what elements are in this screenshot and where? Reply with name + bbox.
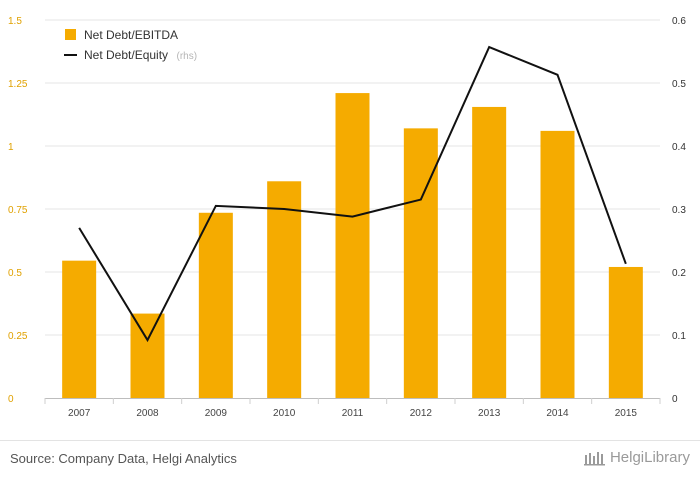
footer-divider: [0, 440, 700, 441]
bar: [608, 266, 643, 398]
right-tick-label: 0.1: [672, 331, 686, 342]
bar: [540, 130, 575, 398]
left-tick-label: 0.25: [8, 331, 28, 342]
legend-line-label-group: Net Debt/Equity (rhs): [84, 46, 197, 63]
left-tick-label: 0: [8, 394, 14, 405]
x-tick-label: 2007: [68, 408, 91, 419]
left-tick-label: 0.5: [8, 268, 22, 279]
right-y-axis: 0 0.1 0.2 0.3 0.4 0.5 0.6: [672, 16, 686, 405]
x-tick-label: 2012: [410, 408, 433, 419]
x-tick-label: 2008: [136, 408, 159, 419]
right-tick-label: 0.3: [672, 205, 686, 216]
bar: [472, 106, 507, 398]
legend-bar-swatch: [65, 29, 76, 40]
library-icon: [583, 451, 605, 465]
right-tick-label: 0.2: [672, 268, 686, 279]
brand-name: HelgiLibrary: [609, 449, 690, 466]
brand-logo[interactable]: HelgiLibrary: [583, 449, 690, 466]
x-tick-label: 2011: [342, 408, 364, 419]
legend-line-label: Net Debt/Equity: [84, 48, 168, 62]
combo-chart: 2007 2008 2009 2010 2011 2012 2013 2014 2015 0 0.…: [8, 16, 686, 419]
right-tick-label: 0.4: [672, 142, 686, 153]
legend-line-note: (rhs): [177, 51, 198, 62]
line-series: [78, 45, 627, 343]
x-tick-label: 2009: [205, 408, 228, 419]
left-tick-label: 0.75: [8, 205, 28, 216]
x-axis: 2007 2008 2009 2010 2011 2012 2013 2014 2015: [44, 398, 661, 419]
bar: [198, 212, 233, 398]
x-tick-label: 2015: [615, 408, 638, 419]
x-tick-label: 2014: [546, 408, 569, 419]
left-tick-label: 1: [8, 142, 14, 153]
right-tick-label: 0.5: [672, 79, 686, 90]
source-note: Source: Company Data, Helgi Analytics: [10, 451, 237, 466]
bar: [403, 128, 438, 399]
right-tick-label: 0.6: [672, 16, 686, 27]
x-tick-label: 2010: [273, 408, 296, 419]
legend-bar-label: Net Debt/EBITDA: [84, 28, 178, 42]
bar-series: [62, 93, 643, 399]
bar: [62, 260, 97, 398]
bar: [335, 93, 370, 398]
right-tick-label: 0: [672, 394, 678, 405]
bar: [267, 181, 302, 398]
legend: Net Debt/EBITDA Net Debt/Equity (rhs): [64, 28, 197, 63]
x-tick-label: 2013: [478, 408, 501, 419]
left-y-axis: 0 0.25 0.5 0.75 1 1.25 1.5: [8, 16, 28, 405]
line-path: [78, 45, 627, 343]
bar: [130, 313, 165, 398]
left-tick-label: 1.25: [8, 79, 28, 90]
left-tick-label: 1.5: [8, 16, 22, 27]
